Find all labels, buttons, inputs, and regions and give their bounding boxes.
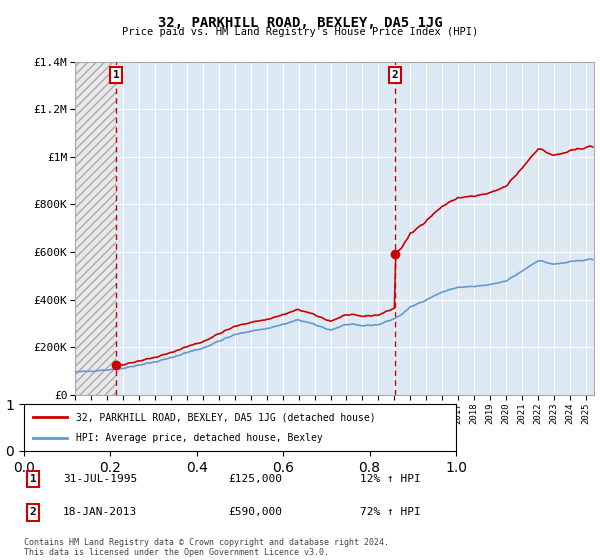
Bar <box>75 62 116 395</box>
Text: £590,000: £590,000 <box>228 507 282 517</box>
Text: 31-JUL-1995: 31-JUL-1995 <box>63 474 137 484</box>
Text: 1: 1 <box>113 70 119 80</box>
Text: 32, PARKHILL ROAD, BEXLEY, DA5 1JG (detached house): 32, PARKHILL ROAD, BEXLEY, DA5 1JG (deta… <box>76 412 376 422</box>
Text: 1: 1 <box>29 474 37 484</box>
Text: 12% ↑ HPI: 12% ↑ HPI <box>360 474 421 484</box>
Text: HPI: Average price, detached house, Bexley: HPI: Average price, detached house, Bexl… <box>76 433 323 443</box>
Text: £125,000: £125,000 <box>228 474 282 484</box>
Text: 32, PARKHILL ROAD, BEXLEY, DA5 1JG: 32, PARKHILL ROAD, BEXLEY, DA5 1JG <box>158 16 442 30</box>
Text: Price paid vs. HM Land Registry's House Price Index (HPI): Price paid vs. HM Land Registry's House … <box>122 27 478 37</box>
Text: 2: 2 <box>29 507 37 517</box>
Text: 18-JAN-2013: 18-JAN-2013 <box>63 507 137 517</box>
Text: 72% ↑ HPI: 72% ↑ HPI <box>360 507 421 517</box>
Text: 2: 2 <box>392 70 398 80</box>
Text: Contains HM Land Registry data © Crown copyright and database right 2024.
This d: Contains HM Land Registry data © Crown c… <box>24 538 389 557</box>
